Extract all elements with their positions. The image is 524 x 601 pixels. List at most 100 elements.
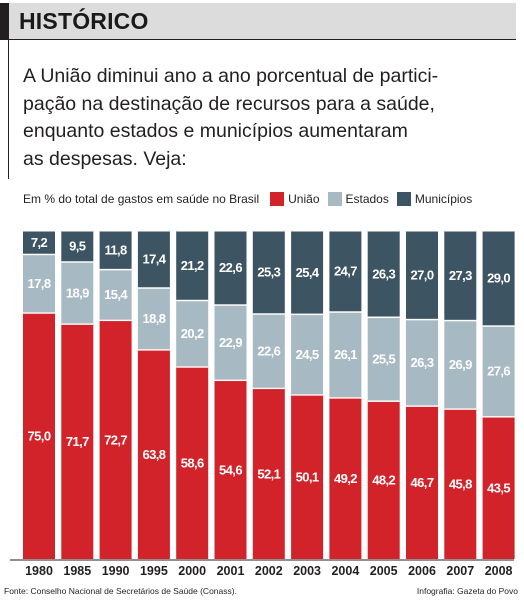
bar-municipios-2006 xyxy=(406,230,438,319)
bar-estados-2000 xyxy=(176,299,209,367)
data-label-estados-2000: 20,2 xyxy=(181,326,204,341)
data-label-uniao-2008: 43,5 xyxy=(487,481,510,496)
data-label-municipios-2003: 25,4 xyxy=(296,265,320,280)
data-label-uniao-1990: 72,7 xyxy=(104,432,127,447)
segment-separator xyxy=(23,253,55,256)
segment-separator xyxy=(482,325,515,327)
bar-uniao-1980 xyxy=(23,312,55,559)
data-label-estados-2004: 26,1 xyxy=(334,347,357,362)
data-label-estados-2002: 22,6 xyxy=(257,343,280,358)
data-label-uniao-2005: 48,2 xyxy=(372,473,395,488)
bar-uniao-1990 xyxy=(99,319,132,559)
data-label-municipios-2004: 24,7 xyxy=(334,264,357,279)
legend-item-estados: Estados xyxy=(327,192,389,206)
bar-estados-1980 xyxy=(23,253,55,313)
segment-separator xyxy=(291,394,324,396)
data-label-municipios-2008: 29,0 xyxy=(487,271,510,286)
segment-separator xyxy=(329,230,362,232)
stacked-bar-chart: 75,0 17,8 7,2 1980 71,7 18,9 9,5 1985 72,7 15,4 11… xyxy=(10,230,515,578)
x-tick-label-2002: 2002 xyxy=(255,564,283,578)
bar-estados-1990 xyxy=(99,268,132,320)
segment-separator xyxy=(99,319,132,322)
bar-uniao-2008 xyxy=(482,416,515,559)
segment-separator xyxy=(367,230,400,232)
x-tick-label-1990: 1990 xyxy=(102,564,130,578)
data-label-uniao-2002: 52,1 xyxy=(257,466,280,481)
data-label-uniao-2003: 50,1 xyxy=(296,470,319,485)
bar-uniao-2000 xyxy=(176,366,209,559)
intro-line: pação na destinação de recursos para a s… xyxy=(23,92,435,115)
segment-separator xyxy=(406,405,438,407)
bar-estados-2006 xyxy=(406,318,438,406)
segment-separator xyxy=(61,230,94,232)
bar-uniao-2002 xyxy=(252,387,285,559)
segment-separator xyxy=(137,230,170,232)
title-bar: HISTÓRICO xyxy=(0,3,516,39)
data-label-estados-2008: 27,6 xyxy=(487,364,510,379)
segment-separator xyxy=(444,408,477,410)
segment-separator xyxy=(291,313,324,316)
x-tick-label-2004: 2004 xyxy=(331,564,359,578)
bar-uniao-2003 xyxy=(291,394,324,559)
bar-estados-2001 xyxy=(214,304,247,380)
bar-municipios-2008 xyxy=(482,230,515,326)
data-label-estados-2001: 22,9 xyxy=(219,335,242,350)
data-label-estados-2007: 26,9 xyxy=(449,357,472,372)
bar-estados-2005 xyxy=(367,316,400,401)
legend-item-uniao: União xyxy=(270,192,320,206)
segment-separator xyxy=(176,366,209,368)
segment-separator xyxy=(444,230,477,232)
segment-separator xyxy=(214,379,247,382)
data-label-estados-1985: 18,9 xyxy=(66,285,89,300)
x-tick-label-1985: 1985 xyxy=(63,564,91,578)
bar-estados-2003 xyxy=(291,313,324,395)
data-label-municipios-2006: 27,0 xyxy=(411,267,434,282)
segment-separator xyxy=(406,230,438,232)
data-label-uniao-1980: 75,0 xyxy=(28,429,51,444)
x-tick-label-2007: 2007 xyxy=(446,564,474,578)
data-label-uniao-2007: 45,8 xyxy=(449,477,472,492)
source-note: Fonte: Conselho Nacional de Secretários … xyxy=(4,586,237,596)
bar-uniao-2004 xyxy=(329,397,362,559)
bar-municipios-1995 xyxy=(137,230,170,288)
intro-line: as despesas. Veja: xyxy=(23,147,187,170)
intro-paragraph: A União diminui ano a ano porcentual de … xyxy=(23,63,503,173)
page-title: HISTÓRICO xyxy=(19,8,149,34)
data-label-municipios-1995: 17,4 xyxy=(142,252,166,267)
data-label-estados-2005: 25,5 xyxy=(372,351,395,366)
segment-separator xyxy=(252,313,285,315)
legend-label-estados: Estados xyxy=(345,192,389,206)
intro-side-rule xyxy=(8,39,9,179)
data-label-municipios-2000: 21,2 xyxy=(181,258,204,273)
segment-separator xyxy=(444,319,477,322)
legend-label-municipios: Municípios xyxy=(414,192,473,206)
bar-municipios-1985 xyxy=(61,230,94,262)
data-label-estados-2006: 26,3 xyxy=(411,355,434,370)
data-label-estados-1980: 17,8 xyxy=(28,276,51,291)
segment-separator xyxy=(176,299,209,302)
bar-municipios-2001 xyxy=(214,230,247,305)
data-label-estados-1990: 15,4 xyxy=(104,287,128,302)
segment-separator xyxy=(482,230,515,232)
segment-separator xyxy=(23,312,55,314)
legend-swatch-estados xyxy=(327,192,342,206)
x-tick-label-2005: 2005 xyxy=(370,564,398,578)
bar-municipios-2000 xyxy=(176,230,209,300)
segment-separator xyxy=(406,318,438,321)
data-label-uniao-2006: 46,7 xyxy=(411,475,434,490)
segment-separator xyxy=(367,316,400,319)
segment-separator xyxy=(367,400,400,402)
x-tick-label-1980: 1980 xyxy=(25,564,53,578)
segment-separator xyxy=(61,261,94,263)
segment-separator xyxy=(137,349,170,351)
x-tick-label-2006: 2006 xyxy=(408,564,436,578)
bar-municipios-2002 xyxy=(252,230,285,314)
intro-line: enquanto estados e municípios aumentaram xyxy=(23,120,408,142)
legend-label-uniao: União xyxy=(288,192,320,206)
title-underline xyxy=(0,39,516,40)
segment-separator xyxy=(99,230,132,232)
bar-estados-1985 xyxy=(61,261,94,324)
bar-municipios-2005 xyxy=(367,230,400,317)
bar-estados-2002 xyxy=(252,313,285,388)
bar-municipios-1990 xyxy=(99,230,132,269)
